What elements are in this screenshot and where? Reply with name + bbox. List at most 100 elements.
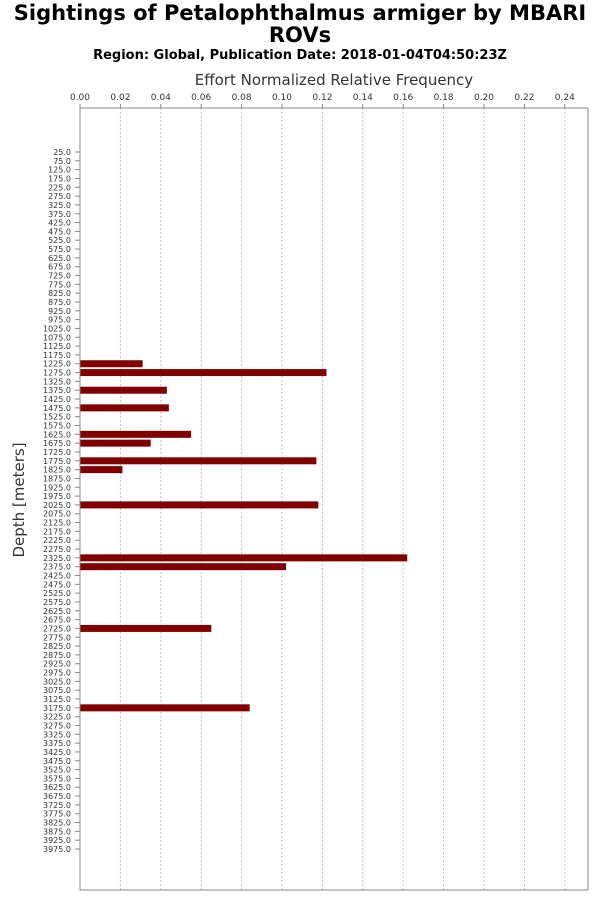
y-tick-label: 2625.0 bbox=[43, 607, 71, 616]
x-tick-label: 0.10 bbox=[272, 93, 292, 103]
y-tick-label: 3925.0 bbox=[43, 836, 71, 845]
y-tick-label: 3475.0 bbox=[43, 757, 71, 766]
bar bbox=[80, 704, 250, 712]
y-tick-label: 2675.0 bbox=[43, 616, 71, 625]
y-tick-label: 325.0 bbox=[48, 201, 71, 210]
y-tick-label: 3575.0 bbox=[43, 774, 71, 783]
y-tick-label: 3425.0 bbox=[43, 748, 71, 757]
bar bbox=[80, 624, 212, 632]
y-tick-label: 1575.0 bbox=[43, 422, 71, 431]
y-tick-label: 1975.0 bbox=[43, 492, 71, 501]
x-tick-label: 0.04 bbox=[151, 93, 171, 103]
x-tick-label: 0.22 bbox=[514, 93, 534, 103]
y-tick-label: 3175.0 bbox=[43, 704, 71, 713]
y-tick-label: 225.0 bbox=[48, 183, 71, 192]
y-tick-label: 3275.0 bbox=[43, 721, 71, 730]
y-tick-label: 1375.0 bbox=[43, 386, 71, 395]
y-tick-label: 525.0 bbox=[48, 236, 71, 245]
y-tick-label: 925.0 bbox=[48, 307, 71, 316]
y-tick-label: 2875.0 bbox=[43, 651, 71, 660]
y-tick-label: 1675.0 bbox=[43, 439, 71, 448]
y-tick-label: 575.0 bbox=[48, 245, 71, 254]
y-tick-label: 1925.0 bbox=[43, 483, 71, 492]
y-tick-label: 2175.0 bbox=[43, 527, 71, 536]
y-tick-label: 2775.0 bbox=[43, 633, 71, 642]
y-tick-label: 1775.0 bbox=[43, 457, 71, 466]
y-tick-label: 3825.0 bbox=[43, 819, 71, 828]
y-tick-label: 2075.0 bbox=[43, 510, 71, 519]
y-tick-label: 175.0 bbox=[48, 174, 71, 183]
y-tick-label: 2025.0 bbox=[43, 501, 71, 510]
grid-lines bbox=[119, 108, 566, 890]
bar bbox=[80, 501, 319, 509]
y-tick-label: 2525.0 bbox=[43, 589, 71, 598]
y-tick-label: 775.0 bbox=[48, 280, 71, 289]
y-tick-label: 1125.0 bbox=[43, 342, 71, 351]
y-tick-label: 3975.0 bbox=[43, 845, 71, 854]
bar bbox=[80, 439, 151, 447]
y-tick-label: 1075.0 bbox=[43, 333, 71, 342]
y-tick-label: 2925.0 bbox=[43, 660, 71, 669]
y-tick-label: 2125.0 bbox=[43, 519, 71, 528]
y-tick-label: 675.0 bbox=[48, 263, 71, 272]
bar bbox=[80, 554, 408, 562]
plot-area-border bbox=[79, 107, 589, 891]
y-tick-label: 2225.0 bbox=[43, 536, 71, 545]
y-tick-label: 3525.0 bbox=[43, 766, 71, 775]
y-tick-label: 475.0 bbox=[48, 227, 71, 236]
y-tick-label: 1625.0 bbox=[43, 430, 71, 439]
y-tick-label: 275.0 bbox=[48, 192, 71, 201]
y-tick-label: 425.0 bbox=[48, 219, 71, 228]
y-tick-label: 3075.0 bbox=[43, 686, 71, 695]
y-tick-label: 1325.0 bbox=[43, 377, 71, 386]
x-tick-label: 0.08 bbox=[232, 93, 252, 103]
y-tick-label: 2375.0 bbox=[43, 563, 71, 572]
x-tick-label: 0.20 bbox=[474, 93, 494, 103]
y-tick-label: 625.0 bbox=[48, 254, 71, 263]
x-tick-label: 0.16 bbox=[393, 93, 413, 103]
y-tick-label: 1425.0 bbox=[43, 395, 71, 404]
y-tick-label: 3325.0 bbox=[43, 730, 71, 739]
y-tick-label: 975.0 bbox=[48, 316, 71, 325]
y-axis-label: Depth [meters] bbox=[10, 442, 28, 557]
x-tick-label: 0.12 bbox=[312, 93, 332, 103]
y-tick-label: 1875.0 bbox=[43, 474, 71, 483]
x-tick-label: 0.02 bbox=[110, 93, 130, 103]
y-tick-label: 2975.0 bbox=[43, 669, 71, 678]
bar bbox=[80, 457, 317, 465]
x-tick-label: 0.14 bbox=[353, 93, 373, 103]
bars bbox=[80, 360, 408, 712]
y-tick-label: 2725.0 bbox=[43, 624, 71, 633]
y-tick-label: 1225.0 bbox=[43, 360, 71, 369]
y-ticks: 25.075.0125.0175.0225.0275.0325.0375.042… bbox=[43, 148, 80, 854]
bar bbox=[80, 563, 287, 571]
y-tick-label: 1275.0 bbox=[43, 369, 71, 378]
y-tick-label: 3725.0 bbox=[43, 801, 71, 810]
y-tick-label: 825.0 bbox=[48, 289, 71, 298]
y-tick-label: 2425.0 bbox=[43, 571, 71, 580]
y-tick-label: 3625.0 bbox=[43, 783, 71, 792]
bar bbox=[80, 404, 169, 412]
bar bbox=[80, 386, 167, 394]
y-tick-label: 3225.0 bbox=[43, 713, 71, 722]
y-tick-label: 3375.0 bbox=[43, 739, 71, 748]
y-tick-label: 1175.0 bbox=[43, 351, 71, 360]
y-tick-label: 1525.0 bbox=[43, 413, 71, 422]
y-tick-label: 3875.0 bbox=[43, 827, 71, 836]
y-tick-label: 2825.0 bbox=[43, 642, 71, 651]
y-tick-label: 375.0 bbox=[48, 210, 71, 219]
y-tick-label: 875.0 bbox=[48, 298, 71, 307]
bar bbox=[80, 360, 143, 368]
y-tick-label: 3125.0 bbox=[43, 695, 71, 704]
x-tick-label: 0.00 bbox=[70, 93, 90, 103]
y-tick-label: 2575.0 bbox=[43, 598, 71, 607]
y-tick-label: 1475.0 bbox=[43, 404, 71, 413]
bar bbox=[80, 369, 327, 377]
chart-title: Sightings of Petalophthalmus armiger by … bbox=[13, 1, 587, 47]
y-tick-label: 3025.0 bbox=[43, 677, 71, 686]
bar bbox=[80, 430, 192, 438]
bar bbox=[80, 466, 123, 474]
y-tick-label: 2325.0 bbox=[43, 554, 71, 563]
x-ticks: 0.00 0.02 0.04 0.06 0.08 0.10 0.12 0.14 0.16 0.18… bbox=[70, 93, 575, 108]
